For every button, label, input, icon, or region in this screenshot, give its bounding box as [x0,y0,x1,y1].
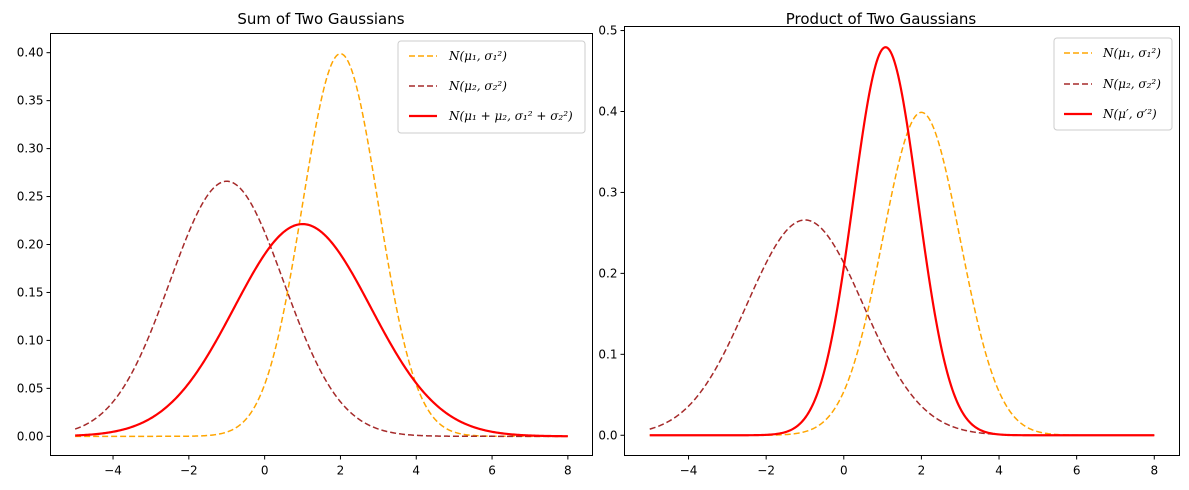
series-line-1 [74,180,568,438]
x-tick-label: 4 [412,464,420,478]
x-tick-label: 8 [1150,464,1158,478]
y-tick-label: 0.40 [17,46,44,60]
y-tick-label: 0.1 [598,347,617,361]
y-ticks-product: 0.0 0.1 0.2 0.3 0.4 0.5 [598,24,625,442]
x-tick-label: −2 [757,464,775,478]
x-tick-label: 4 [995,464,1003,478]
chart-title-product: Product of Two Gaussians [786,10,977,28]
y-tick-label: 0.15 [17,285,44,299]
series-lines-sum [74,52,568,438]
x-tick-label: −4 [104,464,122,478]
y-tick-label: 0.20 [17,238,44,252]
y-tick-label: 0.3 [598,185,617,199]
legend-label-n1: N(μ₁, σ₁²) [1102,46,1161,60]
y-tick-label: 0.30 [17,142,44,156]
x-tick-label: 2 [918,464,926,478]
y-tick-label: 0.05 [17,381,44,395]
plot-area-product: −4 −2 0 2 4 6 8 0.0 0.1 0.2 0.3 0.4 0.5 [598,24,1180,478]
y-tick-label: 0.0 [598,428,617,442]
subplot-sum: Sum of Two Gaussians −4 −2 0 2 4 6 8 0.000.050… [17,10,593,478]
legend-label-n1: N(μ₁, σ₁²) [448,49,507,63]
legend-label-n2: N(μ₂, σ₂²) [1102,77,1161,91]
x-tick-label: 8 [564,464,572,478]
series-line-2 [75,222,568,438]
x-tick-label: 0 [840,464,848,478]
axes-frame-product [624,26,1180,456]
series-lines-product [649,46,1155,437]
legend-sum: N(μ₁, σ₁²) N(μ₂, σ₂²) N(μ₁ + μ₂, σ₁² + σ… [397,40,586,134]
x-tick-label: 0 [261,464,269,478]
x-ticks-product: −4 −2 0 2 4 6 8 [680,455,1158,478]
y-tick-label: 0.10 [17,333,44,347]
legend-box-sum [397,40,586,134]
y-tick-label: 0.00 [17,429,44,443]
legend-label-n2: N(μ₂, σ₂²) [448,79,507,93]
y-tick-label: 0.35 [17,94,44,108]
series-line-0 [649,111,1155,437]
x-tick-label: −4 [680,464,698,478]
plot-area-sum: −4 −2 0 2 4 6 8 0.000.050.100.150.200.250.300.… [17,33,593,478]
y-tick-label: 0.4 [598,104,617,118]
y-ticks-sum: 0.00 0.05 0.10 0.15 0.20 0.25 0.30 0.35 0.40 [17,46,51,443]
x-tick-label: 6 [488,464,496,478]
chart-title-sum: Sum of Two Gaussians [237,10,404,28]
y-tick-label: 0.25 [17,190,44,204]
legend-box-product [1053,37,1173,131]
x-ticks-sum: −4 −2 0 2 4 6 8 [104,455,572,478]
legend-label-sum: N(μ₁ + μ₂, σ₁² + σ₂²) [448,109,573,123]
x-tick-label: 6 [1073,464,1081,478]
axes-frame-sum [50,33,593,456]
subplot-product: Product of Two Gaussians −4 −2 0 2 4 6 8 0.00.… [598,10,1180,478]
series-line-1 [649,219,1155,437]
y-tick-label: 0.2 [598,266,617,280]
x-tick-label: 2 [337,464,345,478]
x-tick-label: −2 [180,464,198,478]
legend-product: N(μ₁, σ₁²) N(μ₂, σ₂²) N(μ′, σ′²) [1053,37,1173,131]
y-tick-label: 0.5 [598,24,617,38]
legend-label-product: N(μ′, σ′²) [1102,107,1157,121]
series-line-2 [649,46,1155,437]
